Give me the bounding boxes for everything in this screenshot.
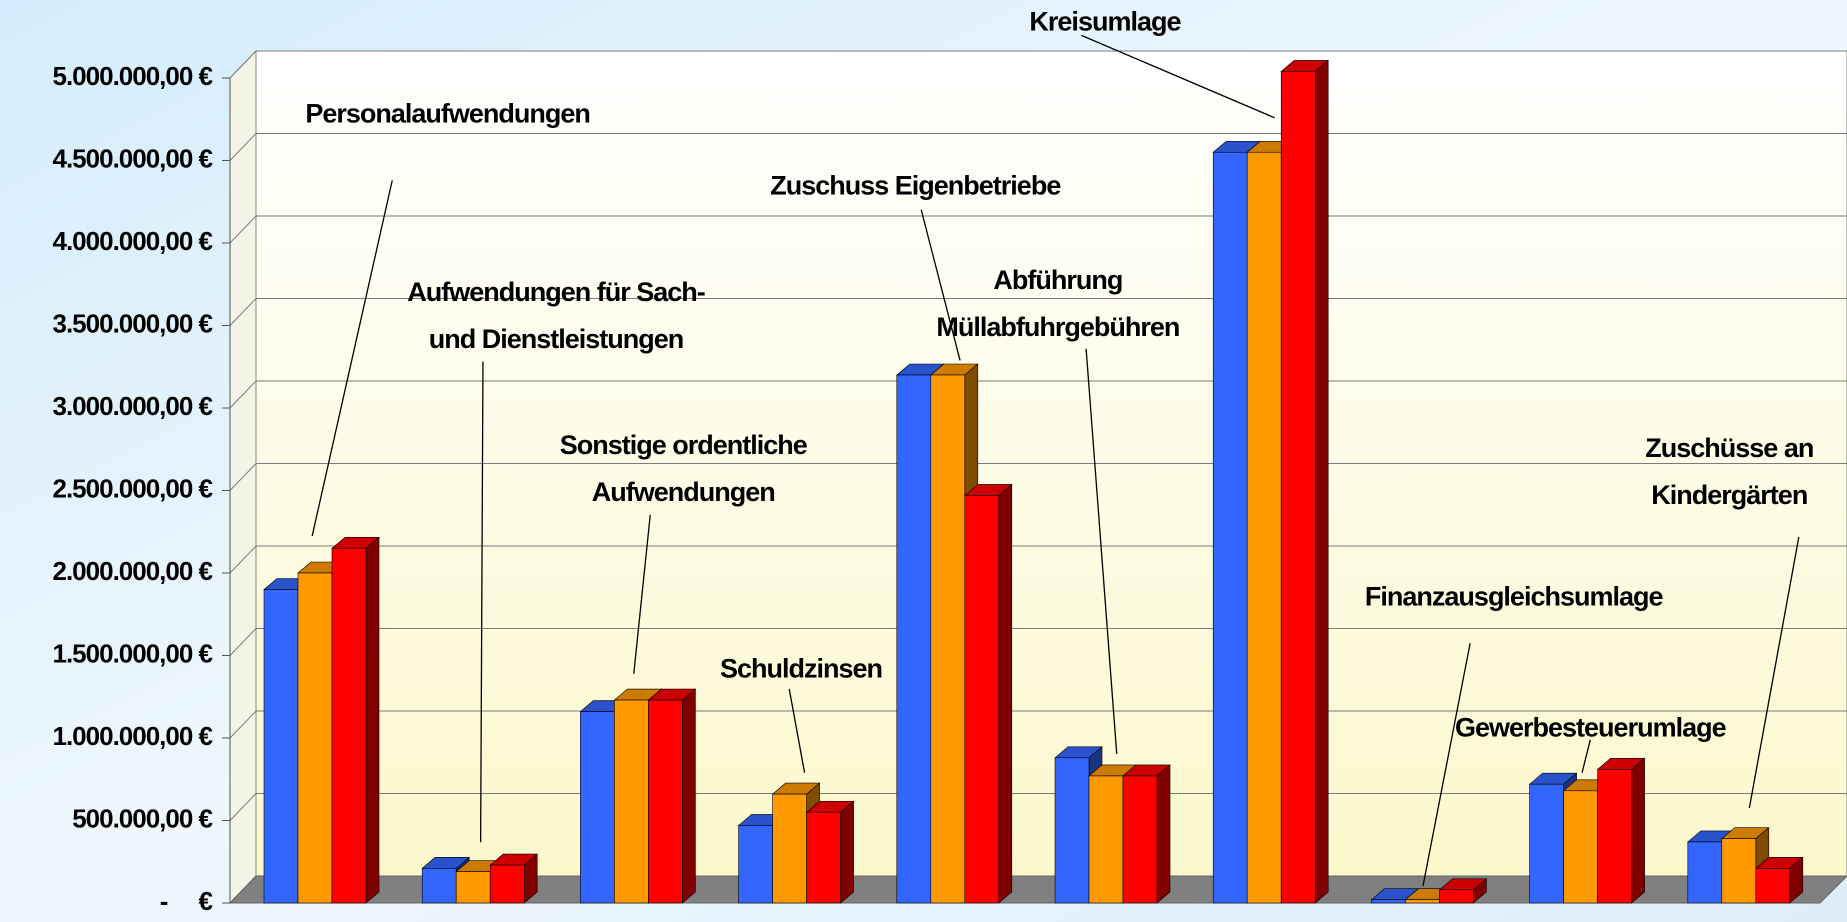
- bar: [738, 825, 773, 904]
- leader-line: [1081, 34, 1275, 119]
- bar: [1721, 838, 1757, 904]
- bar: [263, 589, 299, 904]
- y-tick-label: 5.000.000,00 €: [53, 61, 213, 91]
- leader-line: [1748, 537, 1800, 809]
- category-label: Gewerbesteuerumlage: [1454, 712, 1727, 743]
- category-label: Aufwendungen für Sach- und Dienstleistun…: [407, 276, 705, 354]
- category-label: Schuldzinsen: [720, 653, 883, 684]
- bar: [896, 374, 932, 904]
- bar-side: [365, 536, 380, 904]
- bar: [1687, 841, 1723, 904]
- y-tick-label: 2.500.000,00 €: [53, 473, 213, 503]
- bar: [806, 811, 841, 904]
- bar: [1212, 151, 1248, 904]
- bar-side: [682, 688, 696, 904]
- y-tick-label: 4.500.000,00 €: [53, 143, 213, 173]
- bar: [331, 547, 367, 904]
- leader-line: [920, 209, 961, 361]
- bar: [1439, 889, 1474, 904]
- y-tick-label: 3.500.000,00 €: [53, 308, 213, 338]
- bar: [421, 868, 457, 904]
- bar-side: [998, 483, 1013, 904]
- bar: [1054, 757, 1090, 904]
- y-tick-label: 1.500.000,00 €: [53, 638, 213, 668]
- bar-side: [1156, 764, 1171, 904]
- y-tick-label: 500.000,00 €: [72, 803, 212, 833]
- bar: [1246, 151, 1282, 904]
- y-tick-label: - €: [160, 886, 213, 916]
- bar: [964, 495, 1000, 904]
- bar: [297, 572, 333, 904]
- category-label: Sonstige ordentliche Aufwendungen: [559, 429, 808, 507]
- bar: [1371, 899, 1406, 904]
- category-label: Kreisumlage: [1029, 6, 1181, 37]
- y-tick-label: 1.000.000,00 €: [53, 721, 213, 751]
- bar: [580, 711, 615, 904]
- leader-line: [1581, 739, 1591, 773]
- grid-line: [229, 50, 1847, 79]
- leader-line: [1422, 643, 1471, 886]
- bar: [1122, 775, 1158, 904]
- category-label: Finanzausgleichsumlage: [1364, 581, 1664, 612]
- bar: [489, 864, 525, 904]
- bar: [614, 699, 649, 904]
- bar: [1529, 783, 1564, 904]
- bar: [1597, 769, 1632, 904]
- y-tick-label: 4.000.000,00 €: [53, 226, 213, 256]
- category-label: Zuschuss Eigenbetriebe: [770, 170, 1061, 201]
- leader-line: [633, 514, 651, 674]
- leader-line: [1085, 348, 1118, 754]
- bar: [772, 793, 807, 904]
- y-tick-label: 2.000.000,00 €: [53, 556, 213, 586]
- bar: [930, 374, 966, 904]
- category-label: Zuschüsse an Kindergärten: [1645, 433, 1814, 511]
- bar: [1755, 868, 1791, 904]
- bar: [648, 699, 683, 904]
- category-label: Personalaufwendungen: [305, 98, 591, 129]
- bar: [1563, 790, 1598, 904]
- bar: [1405, 899, 1440, 904]
- leader-line: [311, 180, 393, 537]
- bar-side: [840, 800, 854, 904]
- bar-side: [1314, 59, 1329, 904]
- bar-side: [1631, 757, 1645, 904]
- category-label: Abführung Müllabfuhrgebühren: [936, 264, 1180, 342]
- leader-line: [788, 689, 806, 773]
- bar: [1280, 71, 1316, 904]
- bar: [1088, 775, 1124, 904]
- y-tick-label: 3.000.000,00 €: [53, 391, 213, 421]
- leader-line: [479, 361, 484, 843]
- bar: [455, 871, 491, 904]
